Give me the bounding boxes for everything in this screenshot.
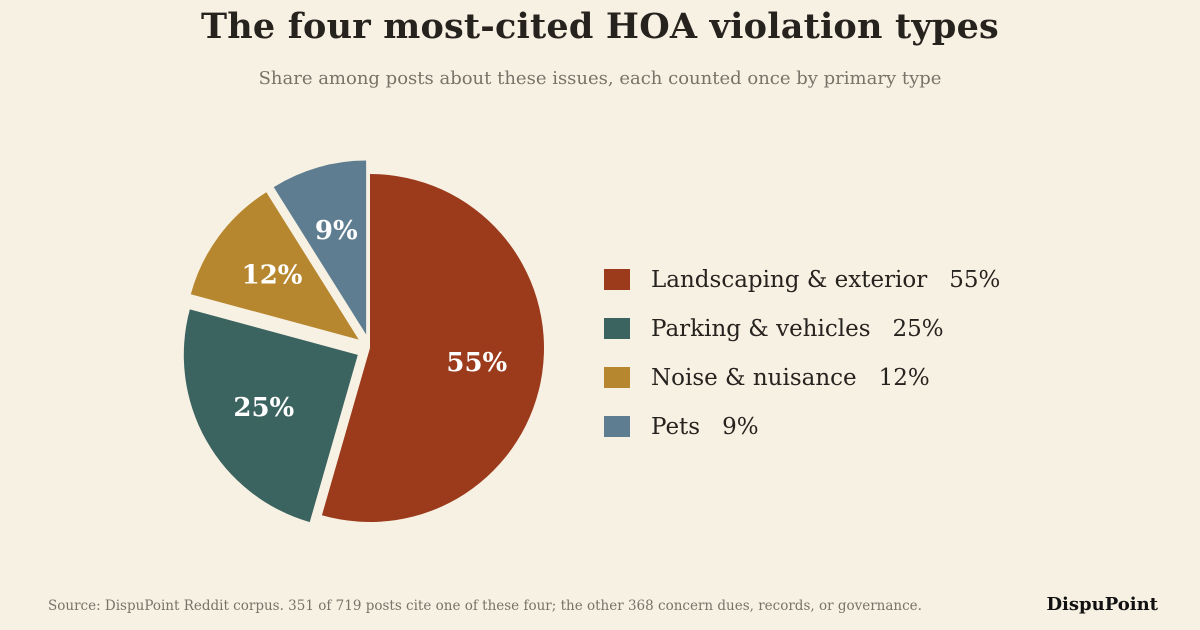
legend-swatch-pets — [604, 416, 630, 437]
legend-value: 12% — [878, 364, 930, 391]
legend-item-landscaping: Landscaping & exterior 55% — [604, 255, 1000, 304]
legend-value: 25% — [892, 315, 944, 342]
legend-label: Pets — [651, 413, 701, 440]
legend: Landscaping & exterior 55% Parking & veh… — [604, 255, 1000, 451]
legend-value: 55% — [949, 266, 1001, 293]
chart-subtitle: Share among posts about these issues, ea… — [258, 68, 942, 89]
legend-label: Parking & vehicles — [651, 315, 871, 342]
brand-logo: DispuPoint — [1046, 594, 1158, 615]
pie-label-parking: 25% — [233, 393, 294, 423]
legend-item-noise: Noise & nuisance 12% — [604, 353, 1000, 402]
legend-value: 9% — [722, 413, 759, 440]
legend-swatch-parking — [604, 318, 630, 339]
legend-swatch-noise — [604, 367, 630, 388]
source-note: Source: DispuPoint Reddit corpus. 351 of… — [48, 598, 922, 614]
legend-swatch-landscaping — [604, 269, 630, 290]
chart-title: The four most-cited HOA violation types — [201, 6, 999, 47]
pie-slice-pets — [273, 160, 367, 335]
pie-slice-landscaping — [321, 173, 545, 522]
pie-slice-noise — [190, 192, 359, 340]
pie-label-pets: 9% — [315, 216, 358, 246]
legend-item-parking: Parking & vehicles 25% — [604, 304, 1000, 353]
pie-label-landscaping: 55% — [446, 348, 507, 378]
legend-label: Noise & nuisance — [651, 364, 857, 391]
pie-slice-parking — [183, 309, 358, 523]
legend-item-pets: Pets 9% — [604, 402, 1000, 451]
legend-label: Landscaping & exterior — [651, 266, 928, 293]
pie-label-noise: 12% — [242, 260, 303, 290]
